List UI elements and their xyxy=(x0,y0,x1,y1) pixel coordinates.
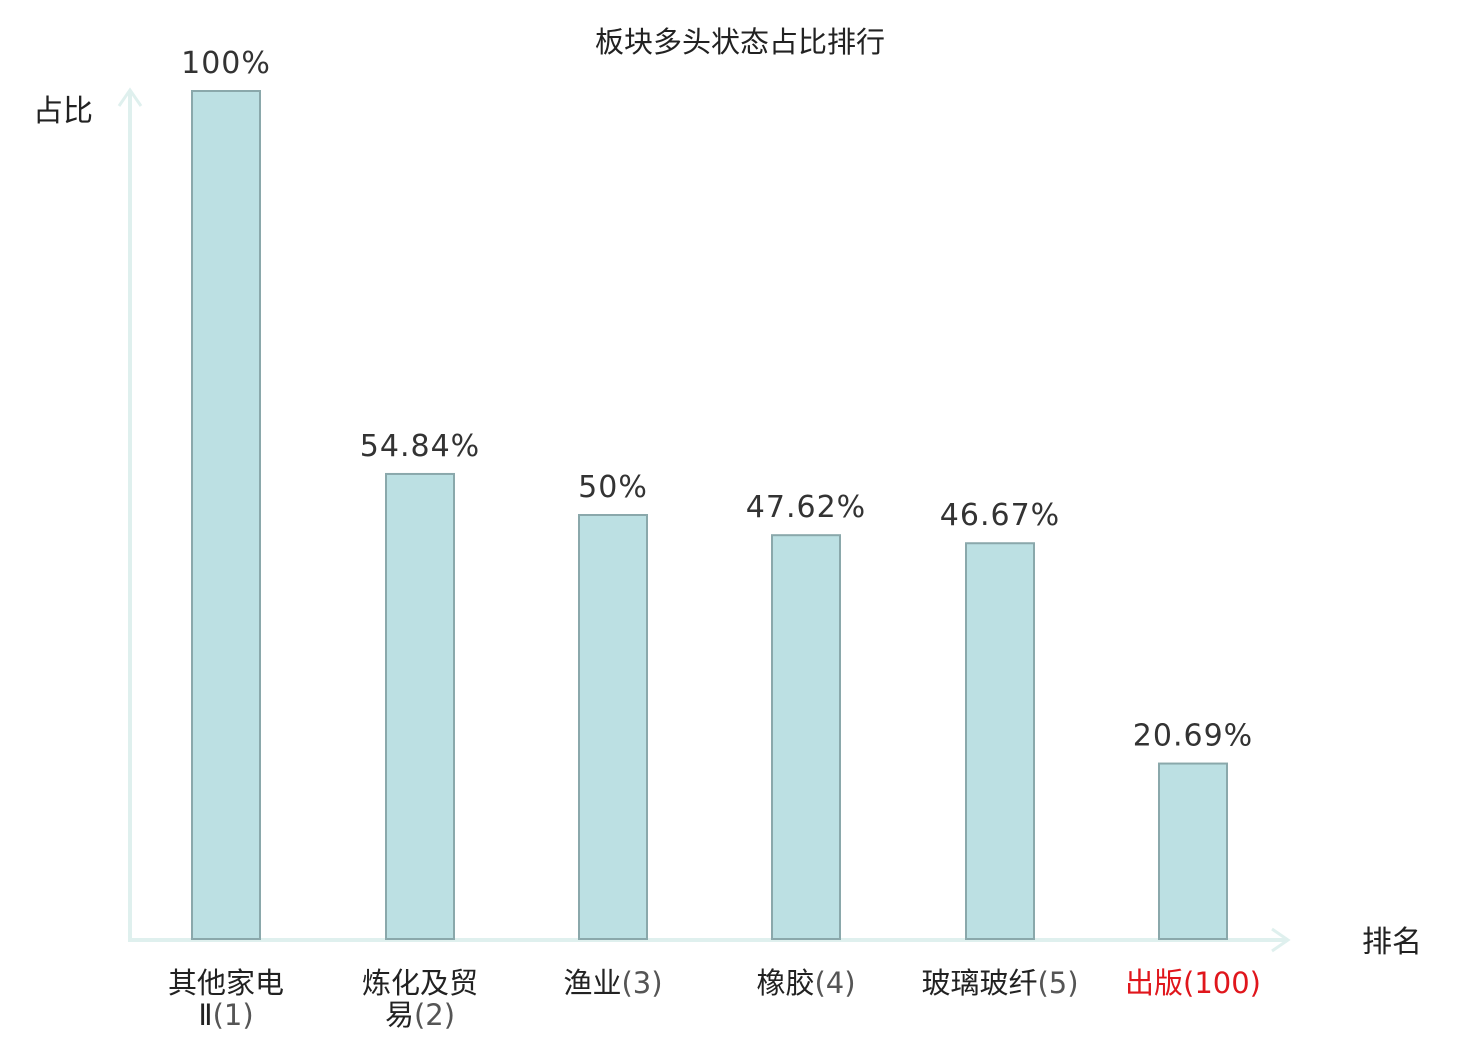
category-label: 渔业(3) xyxy=(563,966,662,1000)
value-label: 20.69% xyxy=(1133,719,1253,754)
bar xyxy=(578,514,648,940)
value-label: 100% xyxy=(181,46,271,81)
x-axis-label: 排名 xyxy=(1362,925,1422,960)
category-label: 玻璃玻纤(5) xyxy=(921,966,1078,1000)
category-label: 其他家电 Ⅱ(1) xyxy=(168,966,284,1032)
bars-group xyxy=(191,90,1228,941)
value-label: 47.62% xyxy=(746,490,866,525)
bar xyxy=(385,472,455,940)
value-label: 46.67% xyxy=(940,498,1060,533)
y-axis xyxy=(117,87,143,940)
bar xyxy=(965,542,1035,940)
chart-title: 板块多头状态占比排行 xyxy=(595,25,885,59)
bar xyxy=(1158,762,1228,941)
category-label: 炼化及贸易(2) xyxy=(362,966,478,1032)
value-label: 50% xyxy=(578,470,648,505)
value-labels-group: 100% 54.84% 50% 47.62% 46.67% 20.69% xyxy=(181,46,1253,754)
category-label: 橡胶(4) xyxy=(756,966,855,1000)
y-axis-label: 占比 xyxy=(33,94,93,129)
bar xyxy=(771,534,841,940)
value-label: 54.84% xyxy=(360,429,480,464)
category-labels-group: 其他家电 Ⅱ(1) 炼化及贸易(2) 渔业(3) 橡胶(4) 玻璃玻纤(5) 出版(100) xyxy=(168,966,1261,1032)
bar xyxy=(191,90,261,940)
category-label: 出版(100) xyxy=(1125,966,1261,1000)
x-axis xyxy=(128,927,1291,953)
